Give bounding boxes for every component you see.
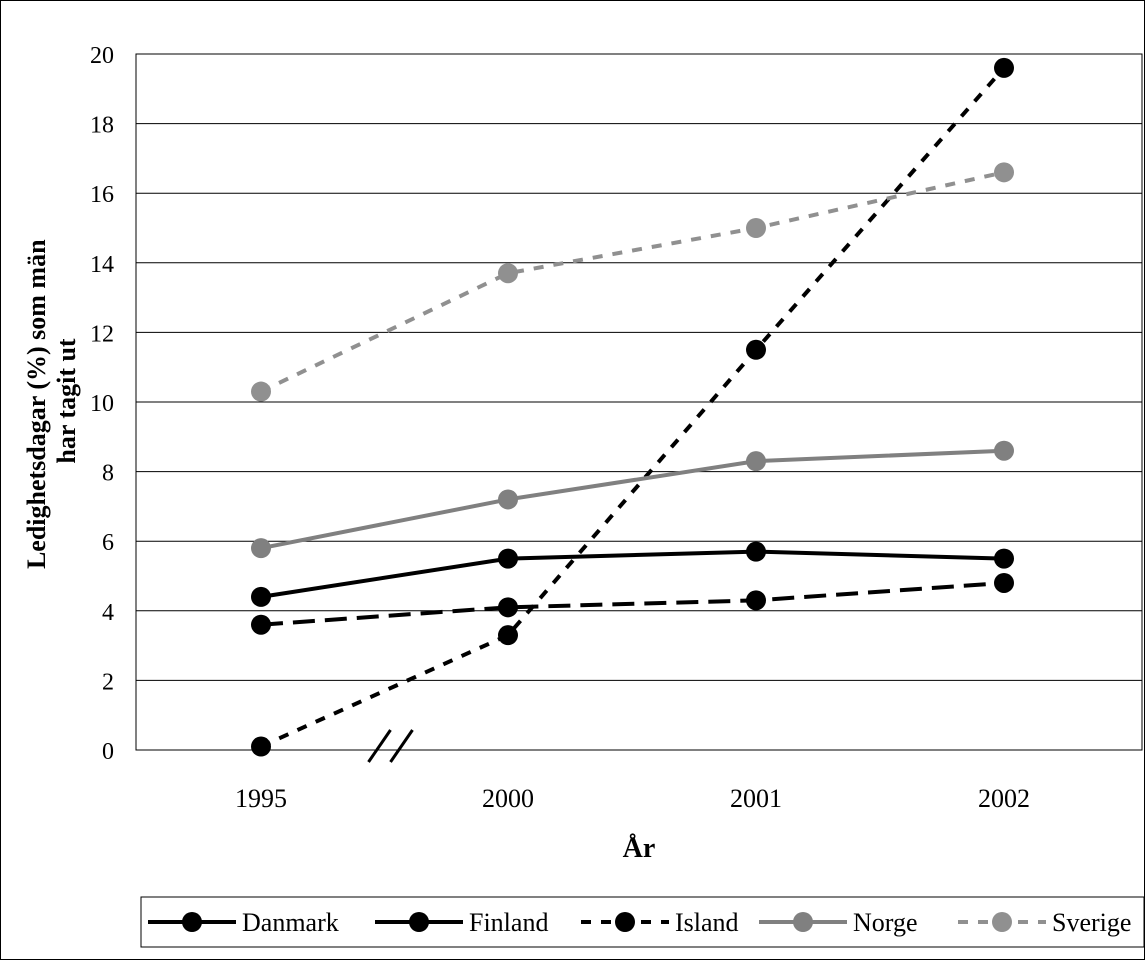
series-sverige bbox=[251, 162, 1014, 402]
x-tick-label: 2001 bbox=[730, 784, 782, 813]
data-point bbox=[994, 162, 1014, 183]
y-tick-label: 6 bbox=[102, 530, 114, 556]
data-point bbox=[746, 339, 766, 360]
y-axis-label-line-1: Ledighetsdagar (%) som män bbox=[22, 239, 51, 569]
series-danmark bbox=[251, 541, 1014, 607]
data-point bbox=[251, 736, 271, 757]
legend-swatch-marker bbox=[992, 912, 1012, 932]
data-point bbox=[746, 541, 766, 562]
data-point bbox=[746, 451, 766, 472]
legend-swatch-marker bbox=[615, 912, 635, 932]
data-point bbox=[994, 57, 1014, 78]
legend-item-island: Island bbox=[581, 908, 739, 937]
data-point bbox=[994, 440, 1014, 461]
legend-swatch-marker bbox=[409, 912, 429, 932]
x-tick-label: 1995 bbox=[235, 784, 287, 813]
y-tick-label: 16 bbox=[90, 182, 114, 208]
y-tick-label: 10 bbox=[90, 391, 114, 417]
data-point bbox=[498, 263, 518, 284]
legend-item-norge: Norge bbox=[759, 908, 918, 937]
y-tick-label: 0 bbox=[102, 739, 114, 765]
legend-label: Finland bbox=[469, 908, 548, 937]
legend-swatch-marker bbox=[793, 912, 813, 932]
axis-break-slash bbox=[389, 729, 414, 763]
legend-swatch-marker bbox=[182, 912, 202, 932]
x-tick-label: 2002 bbox=[978, 784, 1030, 813]
x-tick-label: 2000 bbox=[482, 784, 534, 813]
data-point bbox=[498, 489, 518, 510]
data-point bbox=[251, 538, 271, 559]
series-layer bbox=[251, 57, 1014, 757]
y-tick-label: 14 bbox=[90, 252, 114, 278]
series-line bbox=[260, 549, 1005, 599]
legend-label: Norge bbox=[853, 908, 918, 937]
legend-label: Island bbox=[675, 908, 739, 937]
data-point bbox=[746, 590, 766, 611]
data-point bbox=[251, 381, 271, 402]
legend: Danmark Finland Island Norge Sverige bbox=[148, 908, 1131, 937]
data-point bbox=[994, 572, 1014, 593]
y-axis-ticks: 0 2 4 6 8 10 12 14 16 18 20 bbox=[90, 43, 114, 765]
legend-label: Danmark bbox=[242, 908, 339, 937]
data-point bbox=[994, 548, 1014, 569]
data-point bbox=[498, 548, 518, 569]
y-axis-label-line-2: har tagit ut bbox=[52, 338, 81, 464]
y-tick-label: 12 bbox=[90, 321, 114, 347]
series-line bbox=[260, 448, 1005, 551]
data-point bbox=[746, 218, 766, 238]
legend-item-finland: Finland bbox=[375, 908, 548, 937]
data-point bbox=[498, 597, 518, 618]
y-tick-label: 2 bbox=[102, 669, 114, 695]
series-finland bbox=[251, 572, 1014, 635]
series-norge bbox=[251, 440, 1014, 559]
legend-label: Sverige bbox=[1052, 908, 1131, 937]
x-axis-label: År bbox=[623, 833, 656, 864]
y-tick-label: 8 bbox=[102, 461, 114, 487]
x-axis-ticks: 1995 2000 2001 2002 bbox=[235, 784, 1030, 813]
y-axis-label: Ledighetsdagar (%) som män har tagit ut bbox=[22, 233, 81, 569]
legend-item-sverige: Sverige bbox=[958, 908, 1131, 937]
y-tick-label: 18 bbox=[90, 113, 114, 139]
axis-break-marker bbox=[367, 729, 414, 763]
legend-item-danmark: Danmark bbox=[148, 908, 339, 937]
data-point bbox=[251, 586, 271, 607]
y-tick-label: 20 bbox=[90, 43, 114, 69]
axis-break-slash bbox=[367, 729, 392, 763]
series-island bbox=[251, 57, 1014, 757]
gridlines bbox=[136, 123, 1142, 681]
data-point bbox=[251, 614, 271, 635]
series-line bbox=[260, 580, 1005, 627]
y-tick-label: 4 bbox=[102, 600, 114, 626]
data-point bbox=[498, 625, 518, 646]
